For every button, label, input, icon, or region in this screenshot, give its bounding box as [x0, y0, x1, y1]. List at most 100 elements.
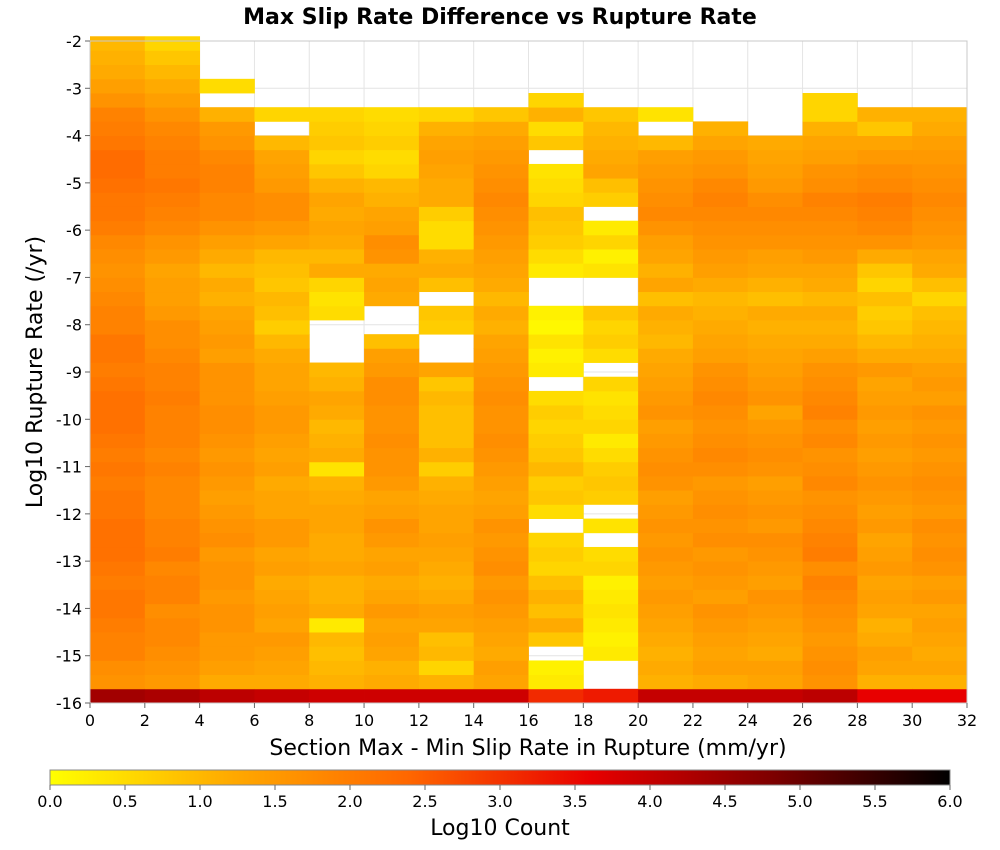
heatmap-cell — [418, 674, 475, 690]
heatmap-cell — [747, 504, 803, 519]
heatmap-cell — [638, 461, 694, 477]
heatmap-cell — [254, 206, 310, 222]
heatmap-cell — [364, 291, 420, 307]
heatmap-cell — [199, 362, 255, 378]
heatmap-cell — [638, 291, 694, 307]
chart-title: Max Slip Rate Difference vs Rupture Rate — [243, 5, 757, 30]
heatmap-cell — [254, 546, 310, 562]
heatmap-cell — [692, 305, 749, 321]
heatmap-cell — [583, 461, 639, 477]
heatmap-cell — [912, 305, 968, 321]
heatmap-cell — [857, 234, 913, 250]
heatmap-cell — [473, 192, 529, 207]
heatmap-cell — [473, 220, 529, 236]
heatmap-cell — [912, 334, 968, 349]
heatmap-cell — [364, 135, 420, 151]
heatmap-cell — [747, 433, 803, 449]
heatmap-cell — [912, 660, 968, 676]
heatmap-cell — [199, 461, 255, 477]
heatmap-cell — [638, 305, 694, 321]
heatmap-cell — [254, 220, 310, 236]
heatmap-cell — [747, 646, 803, 661]
heatmap-cell — [309, 362, 365, 378]
heatmap-cell — [692, 163, 749, 179]
heatmap-cell — [747, 206, 803, 222]
heatmap-cell — [528, 390, 584, 406]
heatmap-cell — [912, 603, 968, 619]
heatmap-cell — [254, 490, 310, 505]
heatmap-cell — [364, 234, 420, 250]
heatmap-cell — [638, 447, 694, 463]
heatmap-cell — [364, 107, 420, 122]
x-tick-label: 2 — [140, 711, 150, 730]
heatmap-cell — [802, 348, 858, 363]
heatmap-cell — [528, 561, 584, 576]
heatmap-cell — [747, 135, 803, 151]
heatmap-cell — [528, 546, 584, 562]
heatmap-cell — [583, 589, 639, 605]
heatmap-cell — [638, 178, 694, 193]
heatmap-cell — [473, 504, 529, 519]
heatmap-cell — [90, 674, 146, 690]
colorbar-tick-label: 2.5 — [412, 792, 437, 811]
heatmap-cell — [90, 277, 146, 293]
heatmap-cell — [583, 476, 639, 491]
heatmap-cell — [418, 447, 475, 463]
heatmap-cell — [199, 447, 255, 463]
heatmap-cell — [90, 107, 146, 122]
heatmap-cell — [364, 490, 420, 505]
heatmap-cell — [638, 277, 694, 293]
heatmap-cell — [199, 135, 255, 151]
heatmap-cell — [199, 206, 255, 222]
heatmap-cell — [638, 220, 694, 236]
heatmap-cell — [418, 121, 475, 136]
x-tick-label: 22 — [683, 711, 703, 730]
heatmap-cell — [144, 390, 201, 406]
heatmap-cell — [692, 291, 749, 307]
heatmap-cell — [473, 674, 529, 690]
heatmap-cell — [692, 490, 749, 505]
heatmap-cell — [583, 561, 639, 576]
heatmap-cell — [528, 433, 584, 449]
heatmap-cell — [144, 121, 201, 136]
heatmap-cell — [583, 234, 639, 250]
heatmap-cell — [857, 674, 913, 690]
heatmap-cell — [912, 206, 968, 222]
heatmap-cell — [199, 305, 255, 321]
colorbar-tick-label: 2.0 — [337, 792, 362, 811]
heatmap-cell — [254, 603, 310, 619]
heatmap-cell — [254, 178, 310, 193]
heatmap-cell — [473, 291, 529, 307]
heatmap-cells — [90, 36, 968, 704]
heatmap-cell — [583, 490, 639, 505]
heatmap-cell — [857, 135, 913, 151]
heatmap-cell — [418, 305, 475, 321]
heatmap-cell — [418, 617, 475, 633]
heatmap-cell — [857, 107, 913, 122]
heatmap-cell — [912, 192, 968, 207]
y-tick-label: -12 — [56, 505, 82, 524]
heatmap-cell — [254, 504, 310, 519]
heatmap-cell — [144, 305, 201, 321]
heatmap-cell — [90, 419, 146, 434]
heatmap-cell — [90, 561, 146, 576]
heatmap-cell — [144, 504, 201, 519]
heatmap-cell — [364, 518, 420, 534]
heatmap-cell — [692, 660, 749, 676]
heatmap-cell — [692, 504, 749, 519]
y-tick-label: -8 — [66, 316, 82, 335]
heatmap-cell — [747, 319, 803, 335]
heatmap-cell — [364, 632, 420, 647]
heatmap-cell — [857, 490, 913, 505]
heatmap-cell — [473, 319, 529, 335]
heatmap-cell — [309, 291, 365, 307]
heatmap-cell — [309, 447, 365, 463]
heatmap-cell — [583, 135, 639, 151]
heatmap-cell — [583, 376, 639, 392]
heatmap-cell — [199, 348, 255, 363]
heatmap-cell — [583, 390, 639, 406]
heatmap-cell — [473, 490, 529, 505]
heatmap-cell — [199, 674, 255, 690]
heatmap-cell — [90, 93, 146, 108]
